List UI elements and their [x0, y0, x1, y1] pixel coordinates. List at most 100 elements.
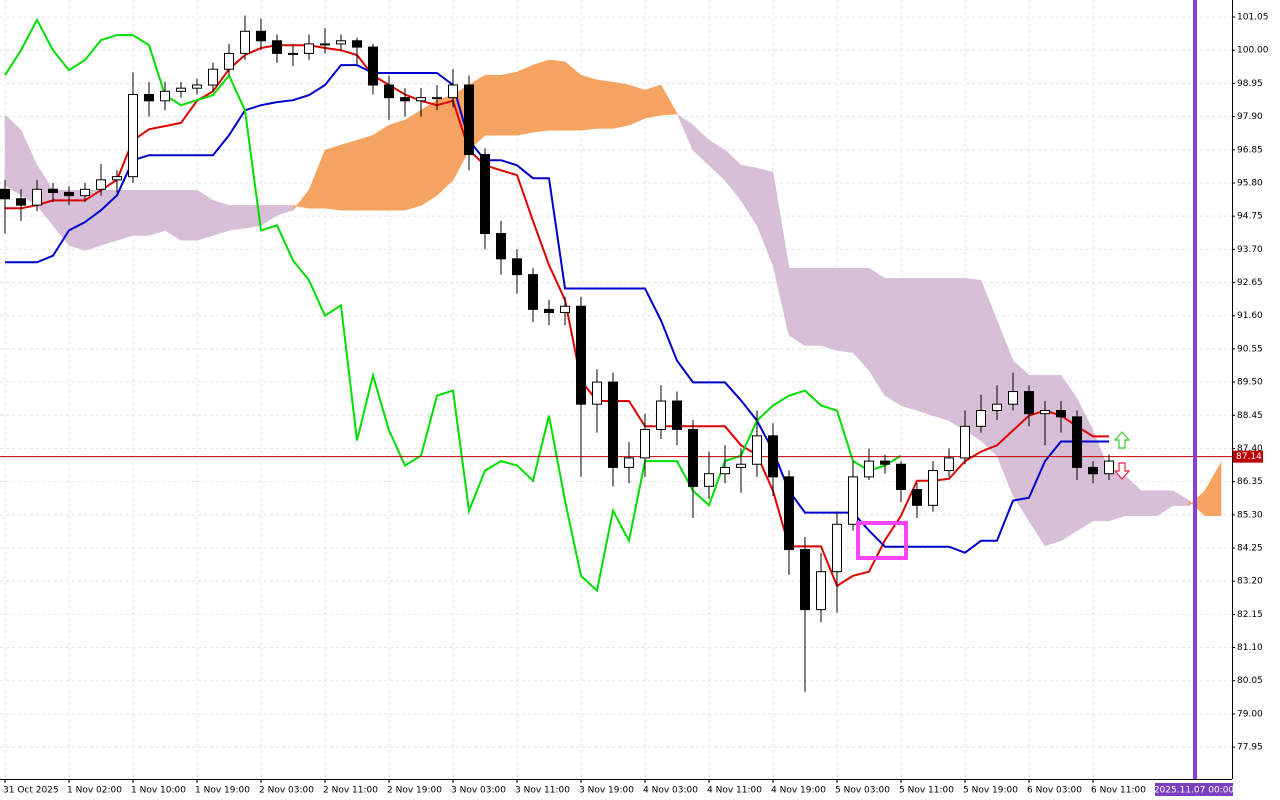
candle-body	[400, 97, 410, 102]
candle-body	[528, 274, 538, 310]
candle-body	[304, 43, 314, 54]
candle-body	[656, 400, 666, 430]
candle-body	[208, 68, 218, 86]
cloud-segment	[660, 83, 678, 116]
y-tick-label: 81.10	[1237, 643, 1263, 653]
candle-body	[336, 40, 346, 45]
candle-body	[896, 463, 906, 491]
cloud-segment	[1012, 359, 1030, 522]
candle-body	[32, 188, 42, 206]
candle-body	[608, 381, 618, 468]
candle-body	[832, 523, 842, 573]
cloud-segment	[1092, 430, 1110, 522]
cloud-segment	[4, 114, 22, 196]
candle-body	[1040, 410, 1050, 415]
x-tick-label: 6 Nov 03:00	[1027, 786, 1082, 796]
cloud-segment	[516, 64, 534, 136]
x-tick-label: 3 Nov 19:00	[579, 786, 634, 796]
indicator-line	[5, 44, 1109, 588]
x-tick-label: 5 Nov 19:00	[963, 786, 1018, 796]
candle-body	[384, 84, 394, 99]
candle-body	[464, 84, 474, 156]
y-tick-label: 77.95	[1237, 743, 1263, 753]
marker-label-box	[1155, 783, 1233, 796]
cloud-segment	[548, 59, 566, 131]
candle-body	[272, 40, 282, 54]
x-tick-label: 4 Nov 03:00	[643, 786, 698, 796]
candle-body	[736, 463, 746, 468]
cloud-segment	[948, 278, 966, 431]
candle-layer	[0, 15, 1114, 692]
candle-body	[592, 381, 602, 405]
cloud-segment	[132, 189, 150, 236]
last-price-label: 87.14	[1236, 452, 1262, 462]
candle-body	[512, 258, 522, 276]
x-tick-label: 4 Nov 11:00	[707, 786, 762, 796]
y-tick-label: 101.05	[1237, 13, 1269, 23]
candle-body	[160, 90, 170, 102]
candle-body	[704, 473, 714, 487]
candle-body	[800, 549, 810, 611]
candle-body	[192, 84, 202, 89]
candle-body	[288, 52, 298, 55]
y-tick-label: 84.25	[1237, 543, 1263, 553]
y-tick-label: 90.55	[1237, 344, 1263, 354]
cloud-segment	[1172, 490, 1190, 506]
cloud-segment	[564, 61, 582, 131]
cloud-segment	[1204, 461, 1222, 517]
y-tick-label: 85.30	[1237, 510, 1263, 520]
cloud-segment	[52, 189, 70, 247]
candle-body	[544, 308, 554, 314]
x-tick-label: 2 Nov 11:00	[323, 786, 378, 796]
cloud-segment	[884, 278, 902, 406]
axis-layer: 101.05 100.00 98.95 97.90 96.85 95.80 94.75 93.…	[3, 13, 1269, 796]
highlight-box	[856, 521, 908, 560]
candle-body	[752, 435, 762, 465]
indicator-line	[4, 17, 902, 593]
candle-body	[496, 233, 506, 260]
candle-body	[176, 87, 186, 92]
candle-body	[672, 400, 682, 430]
cloud-segment	[724, 149, 742, 202]
candle-body	[880, 460, 890, 465]
cloud-segment	[740, 164, 758, 227]
cloud-segment	[532, 59, 550, 133]
cloud-segment	[820, 268, 838, 351]
candle-body	[976, 410, 986, 427]
candle-body	[560, 305, 570, 314]
cloud-segment	[148, 189, 166, 236]
cloud-segment	[500, 71, 518, 136]
candle-body	[928, 470, 938, 506]
x-tick-label: 6 Nov 11:00	[1091, 786, 1146, 796]
cloud-segment	[404, 109, 422, 211]
cloud-segment	[772, 172, 790, 336]
candle-body	[128, 93, 138, 178]
candle-body	[1056, 410, 1066, 418]
candle-body	[992, 403, 1002, 412]
y-tick-label: 83.20	[1237, 577, 1263, 587]
marker-label: 2025.11.07 00:00	[1154, 786, 1235, 796]
cloud-segment	[116, 189, 134, 241]
x-tick-label: 3 Nov 11:00	[515, 786, 570, 796]
candle-body	[688, 428, 698, 487]
candle-body	[784, 476, 794, 551]
cloud-segment	[1156, 490, 1174, 517]
cloud-segment	[900, 278, 918, 411]
cloud-segment	[676, 113, 694, 151]
candle-body	[48, 188, 58, 193]
candle-body	[416, 97, 426, 102]
cloud-segment	[388, 119, 406, 211]
cloud-segment	[340, 139, 358, 211]
y-tick-label: 88.45	[1237, 411, 1263, 421]
x-tick-label: 4 Nov 19:00	[771, 786, 826, 796]
y-tick-label: 86.35	[1237, 477, 1263, 487]
cloud-segment	[68, 189, 86, 251]
y-tick-label: 95.80	[1237, 178, 1263, 188]
y-tick-label: 98.95	[1237, 79, 1263, 89]
cloud-segment	[260, 205, 278, 226]
y-tick-label: 89.50	[1237, 378, 1263, 388]
cloud-segment	[276, 205, 294, 216]
candle-body	[864, 460, 874, 478]
grid-layer	[0, 0, 1232, 779]
cloud-segment	[484, 74, 502, 136]
